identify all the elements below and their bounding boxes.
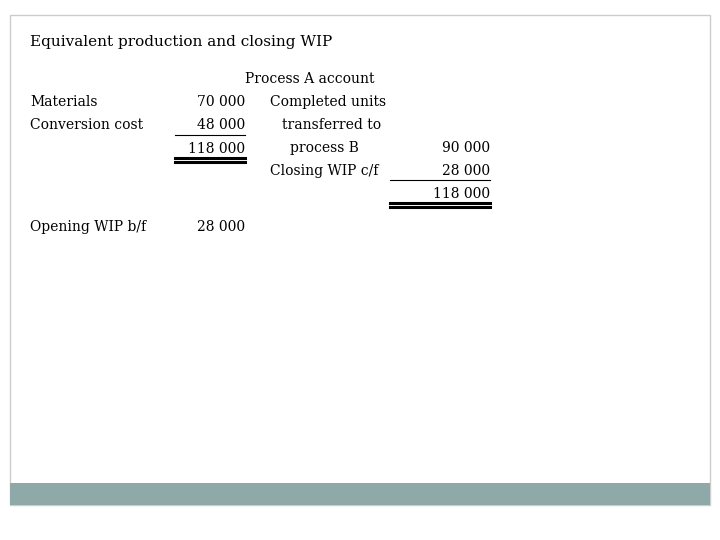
Text: Materials: Materials <box>30 95 97 109</box>
Text: 70 000: 70 000 <box>197 95 245 109</box>
Text: 28 000: 28 000 <box>197 220 245 234</box>
Text: 118 000: 118 000 <box>188 142 245 156</box>
Text: Opening WIP b/f: Opening WIP b/f <box>30 220 146 234</box>
Text: transferred to: transferred to <box>282 118 381 132</box>
Text: 28 000: 28 000 <box>442 164 490 178</box>
Text: Completed units: Completed units <box>270 95 386 109</box>
Text: Closing WIP c/f: Closing WIP c/f <box>270 164 379 178</box>
Text: 48 000: 48 000 <box>197 118 245 132</box>
Text: 118 000: 118 000 <box>433 187 490 201</box>
Text: Conversion cost: Conversion cost <box>30 118 143 132</box>
Bar <box>10 483 710 505</box>
Text: process B: process B <box>290 141 359 155</box>
Text: 90 000: 90 000 <box>442 141 490 155</box>
Text: Equivalent production and closing WIP: Equivalent production and closing WIP <box>30 35 332 49</box>
Text: Process A account: Process A account <box>246 72 374 86</box>
